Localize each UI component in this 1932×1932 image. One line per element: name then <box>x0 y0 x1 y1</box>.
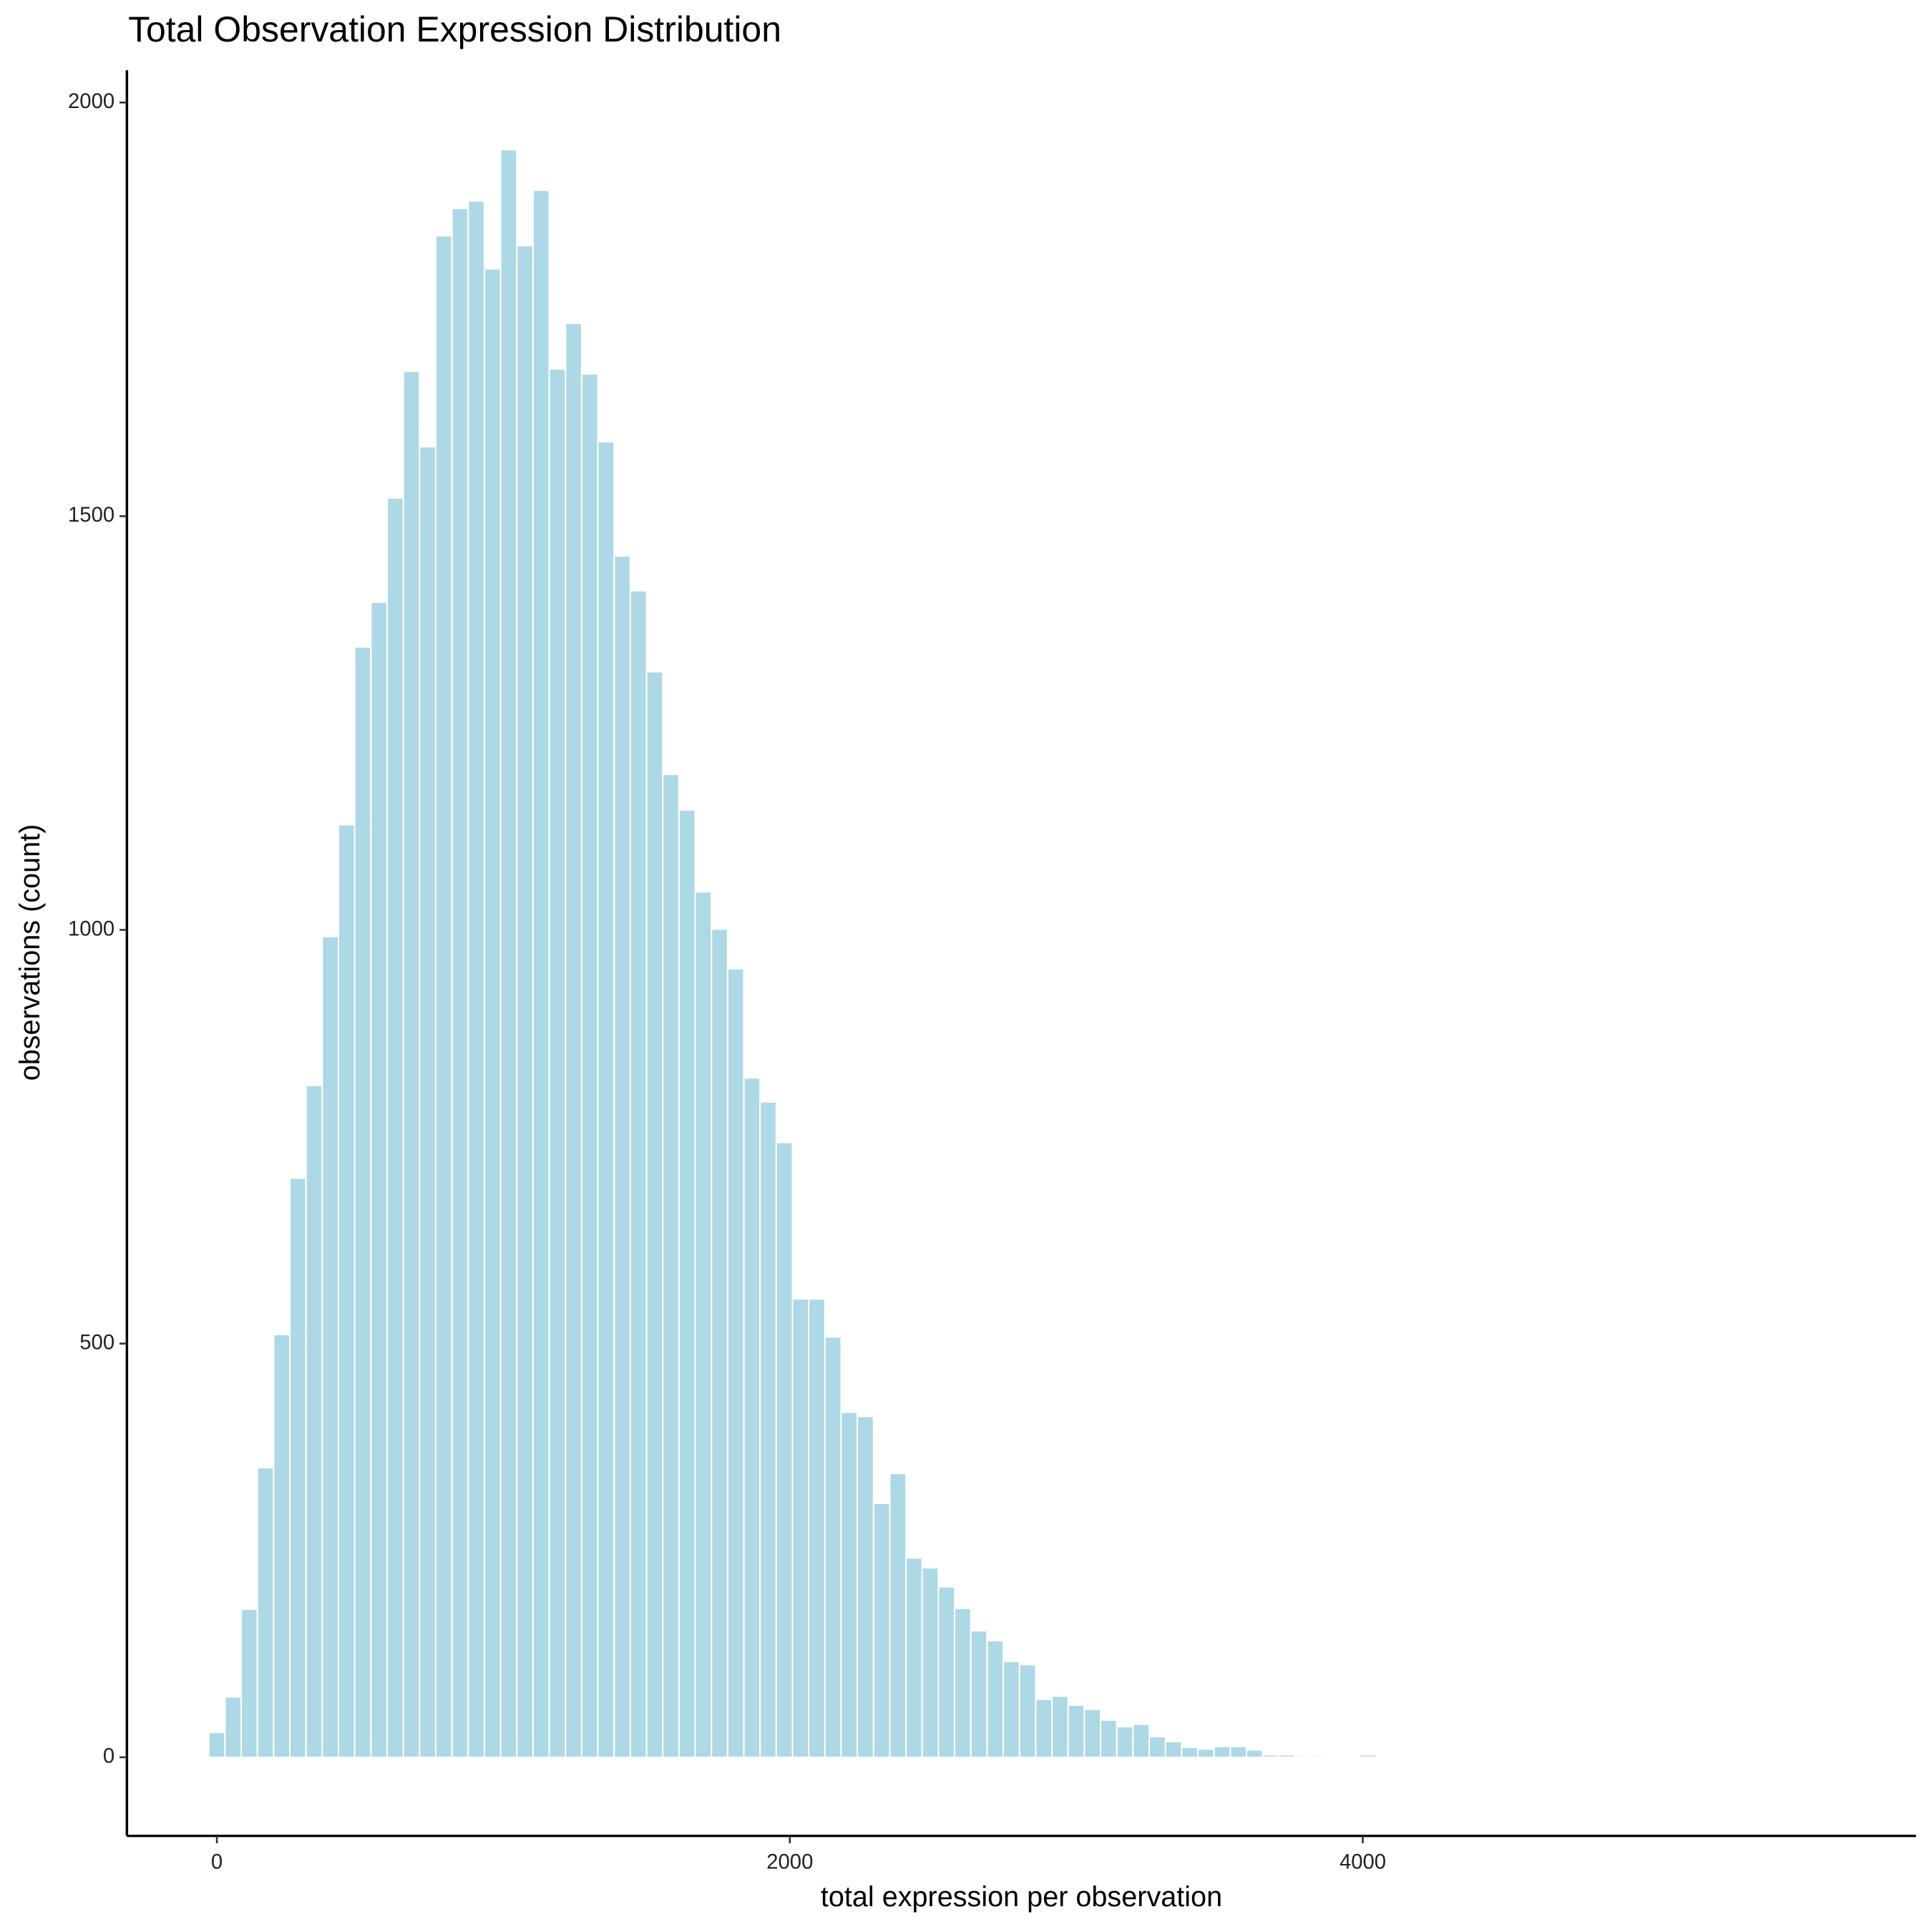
bar <box>419 446 437 1758</box>
y-tick-label: 500 <box>79 1331 114 1354</box>
y-tick-label: 0 <box>103 1745 114 1768</box>
bar <box>759 1101 777 1758</box>
y-axis-label: observations (count) <box>14 824 46 1081</box>
bar <box>1035 1698 1053 1758</box>
bar <box>434 235 453 1758</box>
y-tick-label: 1500 <box>68 504 114 527</box>
bar <box>467 200 486 1758</box>
bar <box>678 809 696 1758</box>
bar <box>1116 1726 1134 1758</box>
x-tick-label: 4000 <box>1340 1850 1386 1873</box>
bar <box>1018 1664 1037 1758</box>
y-tick-label: 1000 <box>68 917 114 940</box>
bar <box>516 245 534 1758</box>
bar <box>889 1473 907 1758</box>
bar <box>629 590 648 1758</box>
bar <box>1310 1755 1329 1758</box>
bar <box>1229 1745 1248 1758</box>
bar <box>1196 1748 1215 1758</box>
bar <box>1148 1735 1166 1758</box>
bar <box>208 1732 226 1758</box>
bar <box>1083 1708 1102 1758</box>
bar <box>1278 1754 1297 1758</box>
bar <box>613 555 631 1758</box>
bar <box>743 1077 761 1758</box>
x-tick-label: 0 <box>211 1850 223 1873</box>
bar <box>1245 1749 1264 1758</box>
bar <box>548 368 567 1758</box>
bar <box>532 189 550 1758</box>
bar <box>726 967 745 1758</box>
bar <box>1132 1723 1151 1758</box>
bar <box>808 1298 826 1758</box>
x-axis-label: total expression per observation <box>821 1881 1222 1913</box>
bar <box>499 149 518 1758</box>
bar <box>483 268 502 1758</box>
bar <box>645 670 664 1758</box>
bar <box>451 208 469 1758</box>
bar <box>872 1502 891 1758</box>
bar <box>986 1639 1005 1758</box>
bar <box>1262 1754 1280 1758</box>
bar <box>824 1336 842 1758</box>
bar <box>711 928 728 1758</box>
bar <box>386 497 404 1758</box>
bar <box>305 1084 323 1758</box>
bar <box>256 1467 275 1758</box>
bar <box>337 824 356 1758</box>
bar <box>1067 1704 1085 1758</box>
bar <box>597 441 615 1758</box>
bar <box>905 1557 923 1758</box>
bar <box>970 1629 988 1758</box>
bar <box>791 1298 810 1758</box>
bar <box>240 1608 258 1758</box>
chart-title: Total Observation Expression Distributio… <box>128 9 781 49</box>
bar <box>921 1567 940 1758</box>
bar <box>1181 1746 1199 1758</box>
bar <box>857 1415 874 1758</box>
bar <box>565 322 582 1758</box>
bar <box>273 1333 291 1758</box>
bar <box>662 774 680 1758</box>
bar <box>937 1586 956 1758</box>
bar <box>370 601 389 1758</box>
bar <box>580 373 599 1758</box>
bar <box>1359 1754 1377 1758</box>
bar <box>1002 1660 1020 1758</box>
bar <box>289 1177 307 1758</box>
bar <box>402 371 421 1758</box>
bar <box>775 1141 794 1758</box>
x-tick-label: 2000 <box>766 1850 813 1873</box>
bar <box>1294 1755 1312 1758</box>
bar <box>840 1411 859 1758</box>
bar <box>1100 1719 1118 1758</box>
bar <box>1213 1745 1231 1758</box>
y-tick-label: 2000 <box>68 90 114 113</box>
bar <box>1164 1740 1183 1758</box>
bar <box>1051 1695 1069 1758</box>
bar <box>321 935 340 1758</box>
bar <box>954 1607 972 1758</box>
bar <box>224 1696 243 1758</box>
bar <box>694 891 713 1758</box>
bar <box>353 646 372 1758</box>
